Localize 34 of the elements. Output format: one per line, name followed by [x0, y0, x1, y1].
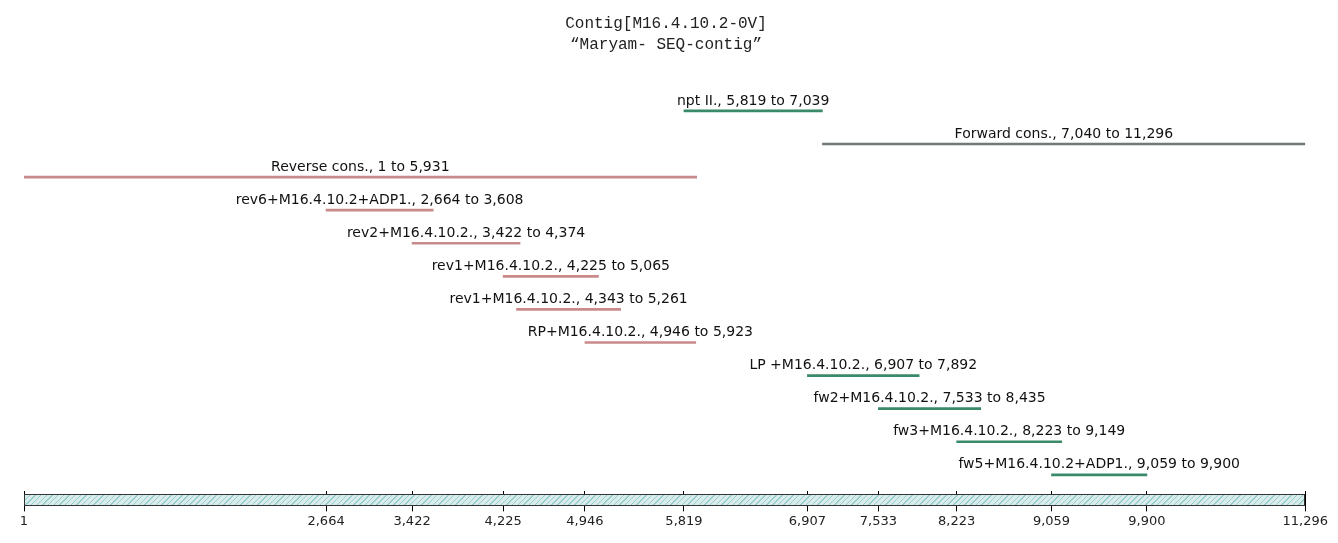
- chart-subtitle: “Maryam- SEQ-contig”: [569, 36, 763, 55]
- x-tick-label: 4,946: [566, 512, 604, 528]
- data-label: rev1+M16.4.10.2., 4,225 to 5,065: [431, 257, 670, 273]
- x-tick-label: 5,819: [665, 512, 703, 528]
- x-tick-label: 9,900: [1128, 512, 1166, 528]
- x-tick-label: 1: [19, 512, 29, 528]
- chart-title: Contig[M16.4.10.2-0V]: [565, 14, 767, 33]
- x-tick-label: 7,533: [859, 512, 898, 528]
- x-tick-label: 8,223: [938, 512, 976, 528]
- data-label: RP+M16.4.10.2., 4,946 to 5,923: [527, 323, 753, 340]
- bar: [956, 440, 1063, 444]
- data-label: rev2+M16.4.10.2., 3,422 to 4,374: [346, 223, 586, 240]
- data-label: rev6+M16.4.10.2+ADP1., 2,664 to 3,608: [235, 190, 524, 207]
- bar: [807, 374, 920, 377]
- bar: [411, 241, 521, 245]
- bar: [325, 208, 434, 212]
- x-tick-label: 2,664: [307, 512, 345, 528]
- x-tick-label: 6,907: [788, 512, 826, 528]
- data-label: fw2+M16.4.10.2., 7,533 to 8,435: [813, 389, 1046, 406]
- x-tick-label: 4,225: [484, 512, 522, 528]
- bar: [516, 308, 621, 311]
- data-label: fw5+M16.4.10.2+ADP1., 9,059 to 9,900: [958, 455, 1240, 472]
- data-label: LP +M16.4.10.2., 6,907 to 7,892: [749, 356, 978, 373]
- x-tick-label: 11,296: [1282, 512, 1329, 528]
- data-label: Reverse cons., 1 to 5,931: [271, 157, 450, 174]
- bar: [502, 275, 599, 278]
- data-label: rev1+M16.4.10.2., 4,343 to 5,261: [449, 290, 688, 307]
- data-label: npt II., 5,819 to 7,039: [676, 91, 830, 108]
- bar: [878, 407, 982, 411]
- data-label: Forward cons., 7,040 to 11,296: [954, 124, 1174, 141]
- bar: [584, 341, 697, 344]
- x-tick-label: 9,059: [1032, 512, 1071, 528]
- x-tick-label: 3,422: [393, 512, 431, 528]
- data-label: fw3+M16.4.10.2., 8,223 to 9,149: [893, 422, 1126, 439]
